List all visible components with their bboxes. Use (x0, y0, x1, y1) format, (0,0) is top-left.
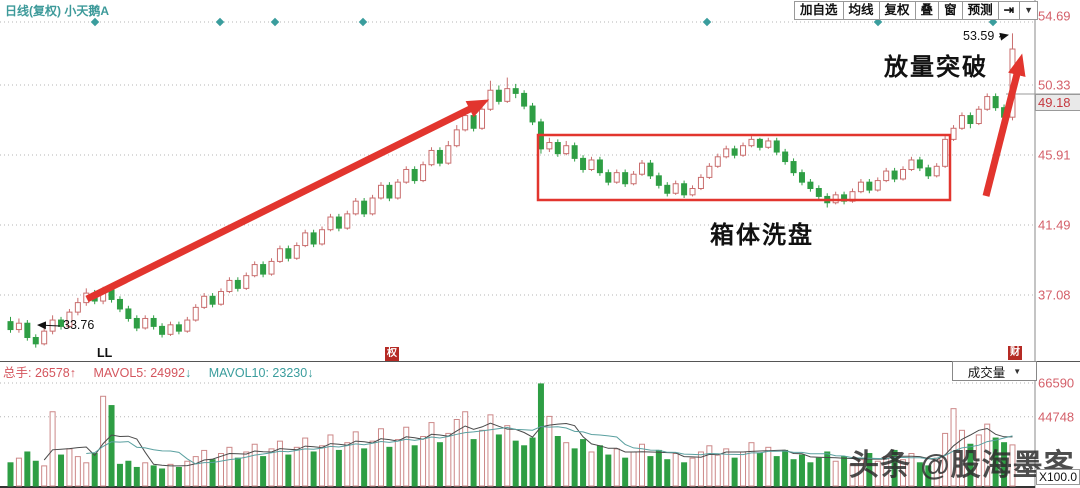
toolbar: 加自选 均线 复权 叠 窗 预测 ⇥ ▼ (794, 1, 1038, 20)
axis-tick-label: 44748 (1038, 409, 1075, 425)
mavol10-label: MAVOL10: (208, 366, 269, 380)
axis-tick-label: 50.33 (1038, 77, 1071, 93)
mavol5-label: MAVOL5: (93, 366, 147, 380)
axis-tick-label: 66590 (1038, 375, 1075, 391)
box-wash-annotation: 箱体洗盘 (710, 223, 814, 249)
up-arrow-icon: ↑ (69, 366, 76, 380)
chart-title: 日线(复权) 小天鹅A (5, 4, 109, 18)
axis-tick-label: 45.91 (1038, 147, 1071, 163)
down-arrow-icon: ↓ (184, 366, 192, 380)
candlestick-series (7, 33, 1016, 348)
last-price-badge: 49.18 (1035, 94, 1080, 111)
mavol-lines (43, 422, 1013, 467)
volume-total-value: 26578 (34, 366, 70, 380)
add-watchlist-button[interactable]: 加自选 (800, 3, 838, 17)
mavol5-value: 24992 (150, 366, 185, 380)
volume-total-label: 总手: (3, 366, 32, 380)
breakout-annotation: 放量突破 (884, 55, 988, 81)
low-price-label: 33.76 (63, 318, 95, 332)
down-arrow-icon: ↓ (307, 366, 314, 380)
forecast-button[interactable]: 预测 (961, 2, 998, 19)
volume-bars (7, 383, 1016, 487)
drawn-annotations (37, 32, 1026, 330)
chevron-down-icon: ▼ (1013, 366, 1022, 376)
mavol10-value: 23230 (272, 366, 308, 380)
axis-tick-label: 54.69 (1038, 8, 1071, 24)
high-price-label: 53.59 (963, 29, 995, 43)
volume-indicator-label: 成交量 (967, 365, 1006, 380)
volume-pane-header: 总手: 26578↑ MAVOL5: 24992↓ MAVOL10: 23230… (3, 362, 313, 381)
adjust-price-button[interactable]: 复权 (878, 2, 915, 19)
ma-button[interactable]: 均线 (842, 2, 879, 19)
rights-event-icon[interactable]: 权 (385, 347, 399, 361)
axis-tick-label: 37.08 (1038, 287, 1071, 303)
overlay-button[interactable]: 叠 (914, 2, 939, 19)
finance-event-icon[interactable]: 财 (1008, 346, 1022, 360)
toolbar-dropdown-icon[interactable]: ▼ (1019, 2, 1037, 19)
window-button[interactable]: 窗 (938, 2, 962, 19)
axis-tick-label: 41.49 (1038, 217, 1071, 233)
bottom-left-marker: LL (97, 346, 113, 360)
volume-scale-label: X100.0 (1036, 469, 1080, 485)
volume-indicator-dropdown[interactable]: 成交量 ▼ (952, 361, 1037, 381)
jump-to-latest-icon[interactable]: ⇥ (997, 2, 1019, 19)
